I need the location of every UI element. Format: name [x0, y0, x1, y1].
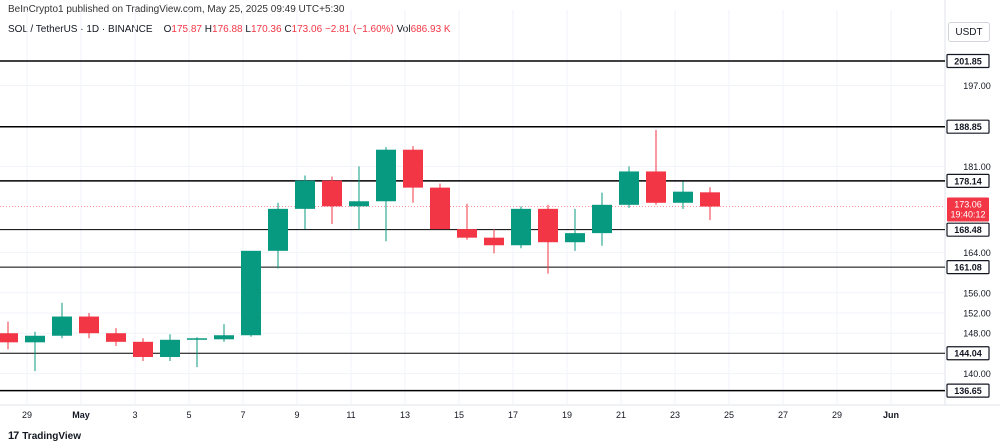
x-tick-label: 3 [132, 410, 137, 420]
level-label-box [946, 259, 990, 275]
candle-body[interactable] [214, 335, 234, 340]
candle-body[interactable] [241, 250, 261, 336]
candle-body[interactable] [457, 229, 477, 238]
level-label-box [946, 173, 990, 188]
candle-body[interactable] [430, 187, 450, 230]
level-label-box [946, 53, 990, 69]
low-label: L [245, 24, 251, 35]
x-tick-label: 11 [346, 410, 355, 420]
low-value: 170.36 [250, 24, 282, 35]
change-value: −2.81 (−1.60%) [324, 24, 394, 35]
y-tick-label: 140.00 [963, 369, 991, 379]
volume-label: Vol [396, 24, 411, 35]
y-tick-label: 148.00 [963, 329, 991, 339]
candle-body[interactable] [403, 149, 423, 188]
symbol-legend: SOL / TetherUS · 1D · BINANCE O175.87 H1… [8, 24, 451, 35]
high-label: H [204, 24, 213, 35]
candle-body[interactable] [484, 237, 504, 246]
x-tick-label: 29 [22, 410, 32, 420]
level-label: 144.04 [954, 349, 982, 359]
candle-body[interactable] [187, 338, 207, 340]
level-label: 161.08 [954, 263, 982, 273]
x-tick-label: 7 [240, 410, 245, 420]
open-label: O [163, 24, 172, 35]
x-tick-label: 17 [508, 410, 518, 420]
level-label: 201.85 [954, 56, 982, 66]
x-tick-label: 23 [670, 410, 680, 420]
candle-body[interactable] [52, 316, 72, 336]
publisher-line: BeInCrypto1 published on TradingView.com… [8, 4, 345, 15]
candle-body[interactable] [349, 201, 369, 207]
candle-body[interactable] [646, 171, 666, 203]
tradingview-brand[interactable]: 17 TradingView [8, 430, 81, 442]
y-tick-label: 181.00 [963, 162, 991, 172]
level-label-box [946, 222, 990, 237]
volume-value: 686.93 K [410, 24, 451, 35]
x-tick-label: 15 [454, 410, 464, 420]
candle-body[interactable] [133, 341, 153, 357]
y-tick-label: 156.00 [963, 288, 991, 298]
candle-body[interactable] [673, 191, 693, 203]
x-tick-label: 9 [294, 410, 299, 420]
y-tick-label: 197.00 [963, 81, 991, 91]
candle-body[interactable] [565, 233, 585, 243]
last-price-box [947, 197, 989, 222]
x-tick-label: 5 [186, 410, 191, 420]
x-tick-label: 21 [616, 410, 626, 420]
candle-body[interactable] [106, 333, 126, 342]
y-tick-label: 164.00 [963, 248, 991, 258]
candle-body[interactable] [376, 149, 396, 202]
level-label-box [946, 346, 990, 361]
countdown-label: 19:40:12 [950, 210, 985, 220]
y-tick-label: 152.00 [963, 309, 991, 319]
candle-body[interactable] [322, 180, 342, 207]
level-label: 188.85 [954, 122, 982, 132]
x-tick-label: 13 [400, 410, 410, 420]
currency-button[interactable]: USDT [948, 22, 990, 42]
candle-body[interactable] [25, 335, 45, 343]
close-value: 173.06 [291, 24, 323, 35]
x-tick-label: 19 [562, 410, 572, 420]
x-tick-label: May [72, 410, 90, 420]
x-tick-label: 25 [724, 410, 734, 420]
candle-body[interactable] [160, 339, 180, 357]
symbol-title[interactable]: SOL / TetherUS · 1D · BINANCE [8, 24, 153, 35]
open-value: 175.87 [171, 24, 202, 35]
candle-body[interactable] [511, 208, 531, 246]
x-tick-label: Jun [883, 410, 899, 420]
candle-body[interactable] [619, 171, 639, 205]
candle-body[interactable] [700, 192, 720, 207]
level-label: 136.65 [954, 386, 982, 396]
candle-body[interactable] [592, 204, 612, 234]
last-price-label: 173.06 [954, 200, 982, 210]
candle-body[interactable] [295, 180, 315, 209]
high-value: 176.88 [212, 24, 243, 35]
brand-label: TradingView [22, 430, 81, 442]
tradingview-logo-icon: 17 [8, 430, 19, 442]
level-label: 168.48 [954, 225, 982, 235]
x-tick-label: 27 [778, 410, 788, 420]
candle-body[interactable] [79, 316, 99, 334]
level-label-box [946, 119, 990, 134]
close-label: C [284, 24, 292, 35]
level-label: 178.14 [954, 176, 982, 186]
candle-body[interactable] [0, 333, 18, 343]
x-tick-label: 29 [832, 410, 842, 420]
candle-body[interactable] [268, 208, 288, 251]
level-label-box [946, 383, 990, 398]
candle-body[interactable] [538, 208, 558, 243]
